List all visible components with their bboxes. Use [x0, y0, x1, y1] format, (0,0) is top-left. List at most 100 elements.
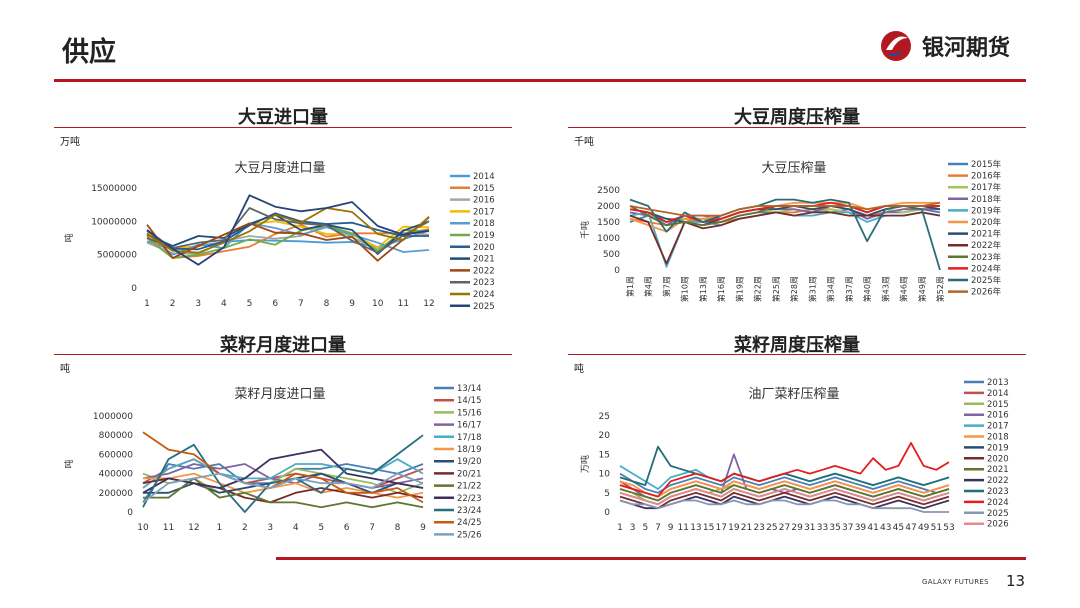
footer-brand: GALAXY FUTURES: [922, 578, 989, 586]
legend-entry: 15/16: [457, 408, 482, 418]
x-tick-label: 第46周: [899, 276, 909, 302]
x-tick-label: 第22周: [753, 276, 763, 302]
footer-divider: [276, 557, 1026, 560]
legend-entry: 2020年: [971, 217, 1002, 228]
unit-label: 吨: [60, 364, 70, 375]
section-divider: [568, 127, 1026, 128]
series-line-2018: [619, 480, 950, 498]
x-tick-label: 39: [855, 523, 867, 533]
legend-entry: 2016: [473, 196, 495, 206]
y-tick-label: 500: [603, 250, 620, 260]
y-tick-label: 600000: [99, 450, 134, 460]
x-tick-label: 45: [893, 523, 904, 533]
legend-entry: 2021: [473, 255, 495, 265]
x-tick-label: 47: [905, 523, 916, 533]
x-tick-label: 5: [642, 523, 648, 533]
legend-entry: 2015年: [971, 159, 1002, 170]
series-line-2013: [619, 472, 950, 494]
x-tick-label: 2: [170, 299, 176, 309]
y-tick-label: 20: [599, 431, 611, 441]
legend-entry: 2025: [473, 302, 495, 312]
x-tick-label: 第25周: [771, 276, 781, 302]
x-tick-label: 53: [943, 523, 954, 533]
x-tick-label: 27: [779, 523, 790, 533]
x-tick-label: 4: [293, 523, 299, 533]
y-tick-label: 200000: [99, 489, 134, 499]
x-tick-label: 12: [423, 299, 434, 309]
series-line-2025: [619, 499, 949, 513]
series-line-22/23: [142, 448, 424, 494]
y-tick-label: 0: [127, 508, 133, 518]
x-tick-label: 13: [690, 523, 701, 533]
x-tick-label: 1: [144, 299, 150, 309]
unit-label: 吨: [574, 364, 584, 375]
x-tick-label: 7: [655, 523, 661, 533]
x-tick-label: 25: [766, 523, 777, 533]
legend-entry: 22/23: [457, 494, 482, 504]
y-tick-label: 0: [131, 284, 137, 294]
section-title-rapeseed-crush: 菜籽周度压榨量: [734, 335, 860, 356]
legend-entry: 2019: [473, 231, 495, 241]
x-tick-label: 4: [221, 299, 227, 309]
legend-entry: 19/20: [457, 457, 482, 467]
legend-entry: 2024: [473, 290, 495, 300]
y-axis-label: 千吨: [579, 221, 591, 239]
x-tick-label: 21: [741, 523, 752, 533]
x-tick-label: 11: [163, 523, 174, 533]
section-divider: [54, 127, 512, 128]
series-line-2026年: [629, 201, 941, 217]
legend-entry: 2020: [473, 243, 495, 253]
section-title-soybean-crush: 大豆周度压榨量: [734, 107, 860, 128]
x-tick-label: 第43周: [880, 276, 890, 302]
series-line-2020: [619, 491, 950, 510]
series-line-2024: [619, 442, 950, 498]
legend-entry: 2025: [987, 509, 1009, 519]
legend-entry: 2017: [987, 422, 1009, 432]
legend-entry: 2024: [987, 498, 1009, 508]
legend-entry: 2014: [987, 389, 1009, 399]
series-line-2015: [146, 223, 430, 259]
legend-entry: 2023: [987, 487, 1009, 497]
y-tick-label: 0: [604, 508, 610, 518]
x-tick-label: 第4周: [643, 276, 653, 297]
y-axis-label: 万吨: [579, 455, 591, 473]
x-tick-label: 第52周: [935, 276, 945, 302]
x-tick-label: 7: [369, 523, 375, 533]
x-tick-label: 第49周: [917, 276, 927, 302]
section-divider: [54, 354, 512, 355]
chart-title: 菜籽月度进口量: [234, 386, 325, 402]
x-tick-label: 9: [420, 523, 426, 533]
y-tick-label: 800000: [99, 431, 134, 441]
x-tick-label: 51: [931, 523, 942, 533]
y-tick-label: 2000: [597, 202, 620, 212]
legend-entry: 2015: [473, 184, 495, 194]
series-line-24/25: [142, 431, 424, 504]
x-tick-label: 3: [195, 299, 201, 309]
legend-entry: 2023年: [971, 252, 1002, 263]
galaxy-futures-logo: [881, 31, 911, 61]
x-tick-label: 1: [216, 523, 222, 533]
legend-entry: 2021年: [971, 229, 1002, 240]
y-tick-label: 10000000: [91, 217, 137, 227]
x-tick-label: 6: [272, 299, 278, 309]
legend-entry: 2026: [987, 520, 1009, 530]
legend-entry: 13/14: [457, 384, 482, 394]
section-title-rapeseed-import: 菜籽月度进口量: [220, 335, 346, 356]
section-title-soybean-import: 大豆进口量: [238, 107, 328, 128]
legend-entry: 2019年: [971, 205, 1002, 216]
x-tick-label: 43: [880, 523, 891, 533]
series-line-2017年: [629, 205, 941, 220]
x-tick-label: 第31周: [807, 276, 817, 302]
legend-entry: 2025年: [971, 275, 1002, 286]
unit-label: 千吨: [574, 137, 594, 148]
y-tick-label: 400000: [99, 470, 134, 480]
x-tick-label: 第28周: [789, 276, 799, 302]
page-number: 13: [1006, 572, 1026, 590]
x-tick-label: 第40周: [862, 276, 872, 302]
legend-entry: 2013: [987, 378, 1009, 388]
legend-entry: 2023: [473, 278, 495, 288]
x-tick-label: 2: [242, 523, 248, 533]
y-tick-label: 15000000: [91, 184, 137, 194]
